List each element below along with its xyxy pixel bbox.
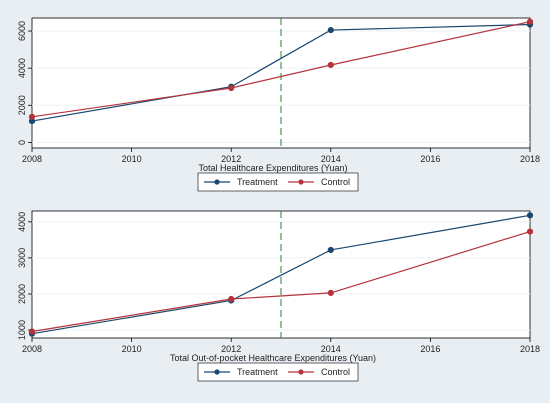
x-tick-label: 2008 [22, 344, 42, 354]
legend-swatch-marker [298, 179, 304, 185]
data-point-control [526, 18, 534, 25]
series-line-control [31, 21, 531, 118]
series-line-treatment [31, 214, 531, 335]
series-line-treatment [31, 23, 531, 122]
x-axis-title: Total Out-of-pocket Healthcare Expenditu… [170, 353, 376, 363]
y-tick-label: 4000 [17, 58, 27, 78]
data-point-control [327, 61, 334, 69]
x-tick-label: 2016 [420, 344, 440, 354]
x-tick-label: 2012 [221, 344, 241, 354]
x-tick-label: 2016 [420, 154, 440, 164]
data-point-control [228, 295, 235, 303]
y-tick-label: 2000 [17, 95, 27, 115]
legend-swatch-marker [298, 369, 304, 375]
legend-label: Control [321, 367, 350, 377]
x-tick-label: 2008 [22, 154, 42, 164]
legend-label: Control [321, 177, 350, 187]
legend-label: Treatment [237, 177, 278, 187]
data-point-control [28, 113, 36, 120]
legend: Treatment Control [197, 172, 359, 192]
y-tick-label: 4000 [17, 212, 27, 232]
legend-box [197, 172, 359, 192]
x-tick-label: 2012 [221, 154, 241, 164]
y-tick-label: 6000 [17, 21, 27, 41]
legend-swatch-marker [214, 179, 220, 185]
legend-label: Treatment [237, 367, 278, 377]
legend: Treatment Control [197, 362, 359, 382]
y-tick-label: 3000 [17, 248, 27, 268]
data-point-treatment [327, 26, 334, 34]
x-tick-label: 2014 [321, 344, 341, 354]
y-tick-label: 1000 [17, 320, 27, 340]
data-point-treatment [327, 246, 334, 254]
series-line-control [31, 230, 531, 333]
x-tick-label: 2014 [321, 154, 341, 164]
legend-box [197, 362, 359, 382]
data-point-control [228, 84, 235, 92]
data-point-treatment [526, 212, 534, 219]
y-tick-label: 0 [17, 140, 27, 145]
x-tick-label: 2018 [520, 154, 540, 164]
data-point-control [327, 289, 334, 297]
x-axis-title: Total Healthcare Expenditures (Yuan) [198, 163, 347, 173]
data-point-control [28, 328, 36, 335]
x-tick-label: 2010 [122, 344, 142, 354]
chart-panel-1: 0 2000 4000 6000 2008 2010 2012 2014 2016 2018 Tot… [17, 17, 540, 192]
chart-panel-2: 1000 2000 3000 4000 2008 2010 2012 2014 2016 2018… [17, 210, 540, 382]
y-tick-label: 2000 [17, 284, 27, 304]
legend-swatch-marker [214, 369, 220, 375]
data-point-control [526, 228, 534, 235]
x-tick-label: 2018 [520, 344, 540, 354]
x-tick-label: 2010 [122, 154, 142, 164]
